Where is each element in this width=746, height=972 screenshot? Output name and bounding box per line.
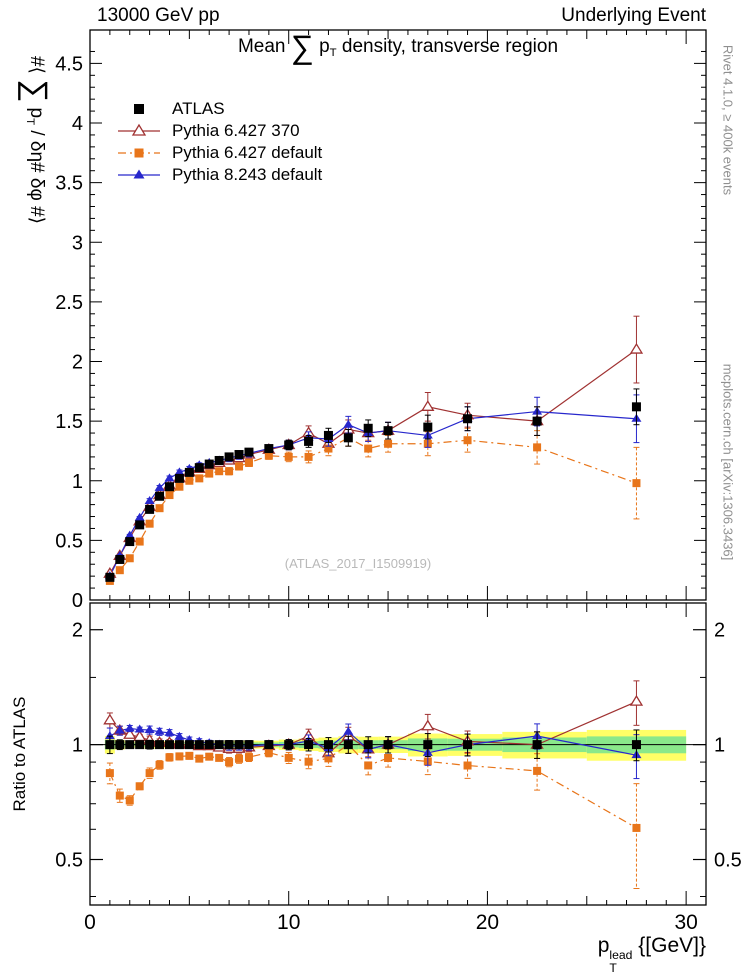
ratio-axis-title: Ratio to ATLAS xyxy=(10,696,29,812)
legend: ATLAS Pythia 6.427 370 Pythia 6.427 defaul… xyxy=(116,99,322,184)
analysis-id-watermark: (ATLAS_2017_I1509919) xyxy=(284,556,432,571)
svg-text:0.5: 0.5 xyxy=(55,530,83,552)
mcplots-reference-label: mcplots.cern.ch [arXiv:1306.3436] xyxy=(720,363,736,561)
ratio-frame xyxy=(89,602,707,906)
plot-title: Mean ∑ pT density, transverse region xyxy=(237,28,559,65)
svg-text:0: 0 xyxy=(84,911,96,934)
svg-text:1: 1 xyxy=(72,471,83,493)
main-frame xyxy=(89,29,707,601)
svg-text:0: 0 xyxy=(72,590,83,612)
svg-text:30: 30 xyxy=(674,911,697,934)
beam-energy-label: 13000 GeV pp xyxy=(97,5,220,26)
svg-text:2.5: 2.5 xyxy=(55,292,83,314)
analysis-group-label: Underlying Event xyxy=(561,5,706,26)
ratio-panel-series xyxy=(103,680,644,890)
svg-text:10: 10 xyxy=(277,911,300,934)
series-pythia6-default xyxy=(105,735,641,890)
pythia6-370-marker-icon xyxy=(118,123,160,136)
legend-item-pythia6-370: Pythia 6.427 370 xyxy=(116,121,322,140)
legend-label: Pythia 8.243 default xyxy=(172,164,323,184)
legend-label: Pythia 6.427 default xyxy=(172,142,323,162)
series-pythia8-default xyxy=(104,394,642,580)
x-axis-title: p lead T {[GeV]} xyxy=(597,934,706,972)
svg-text:20: 20 xyxy=(476,911,499,934)
series-atlas xyxy=(105,729,641,762)
series-atlas xyxy=(105,388,641,582)
svg-text:2: 2 xyxy=(72,620,83,642)
svg-text:4.5: 4.5 xyxy=(55,53,83,75)
y-axis-title: #⟨ ∑ pT / δη# δφ #⟩ xyxy=(18,55,55,225)
svg-text:0.5: 0.5 xyxy=(714,850,742,872)
svg-text:4: 4 xyxy=(72,113,83,135)
svg-text:1.5: 1.5 xyxy=(55,411,83,433)
svg-text:2: 2 xyxy=(714,620,725,642)
legend-label: Pythia 6.427 370 xyxy=(172,120,300,140)
rivet-version-label: Rivet 4.1.0, ≥ 400k events xyxy=(720,44,736,196)
atlas-marker-icon xyxy=(134,103,144,114)
legend-item-atlas: ATLAS xyxy=(116,99,322,118)
series-pythia6-370 xyxy=(103,315,644,578)
pythia6-default-marker-icon xyxy=(118,148,160,157)
svg-text:1: 1 xyxy=(714,735,725,757)
svg-text:1: 1 xyxy=(72,735,83,757)
svg-text:0.5: 0.5 xyxy=(55,850,83,872)
svg-text:3: 3 xyxy=(72,232,83,254)
legend-label: ATLAS xyxy=(172,98,225,118)
pythia8-default-marker-icon xyxy=(118,169,160,178)
legend-item-pythia6-default: Pythia 6.427 default xyxy=(116,143,322,162)
legend-item-pythia8-default: Pythia 8.243 default xyxy=(116,165,322,184)
main-panel-series xyxy=(103,315,644,585)
svg-text:3.5: 3.5 xyxy=(55,173,83,195)
svg-text:2: 2 xyxy=(72,352,83,374)
